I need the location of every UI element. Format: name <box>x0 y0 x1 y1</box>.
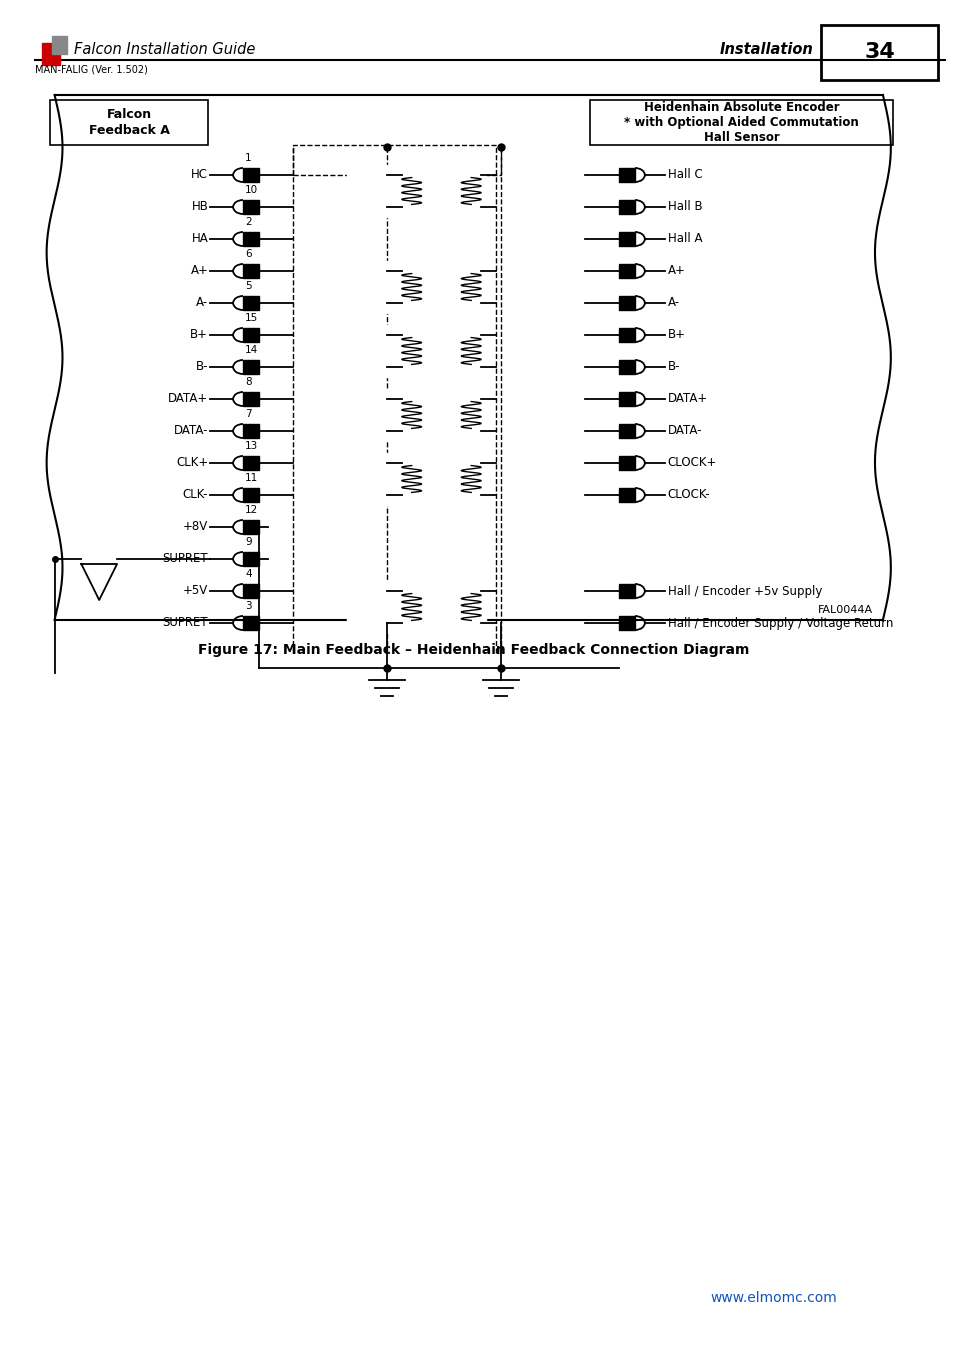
Bar <box>618 265 635 278</box>
Text: 10: 10 <box>245 185 258 194</box>
Bar <box>618 328 635 342</box>
Bar <box>50 100 208 144</box>
Bar <box>618 296 635 310</box>
Text: DATA+: DATA+ <box>667 393 707 405</box>
Text: Hall C: Hall C <box>667 169 701 181</box>
Bar <box>243 487 258 502</box>
Text: CLK+: CLK+ <box>176 456 208 470</box>
Text: 14: 14 <box>245 346 258 355</box>
Text: +5V: +5V <box>183 585 208 598</box>
Bar <box>618 487 635 502</box>
Text: Hall B: Hall B <box>667 201 701 213</box>
Text: 15: 15 <box>245 313 258 323</box>
Text: 11: 11 <box>245 472 258 483</box>
Bar <box>618 360 635 374</box>
Text: 9: 9 <box>245 537 252 547</box>
Text: 13: 13 <box>245 441 258 451</box>
Bar <box>590 100 892 144</box>
Bar <box>51 36 68 54</box>
Bar <box>243 167 258 182</box>
Text: Hall / Encoder +5v Supply: Hall / Encoder +5v Supply <box>667 585 821 598</box>
Bar <box>243 520 258 535</box>
Bar <box>618 424 635 437</box>
Text: 34: 34 <box>863 42 894 62</box>
Text: Falcon Installation Guide: Falcon Installation Guide <box>74 42 255 57</box>
Bar <box>347 389 486 441</box>
Bar <box>42 43 59 65</box>
Text: Figure 17: Main Feedback – Heidenhain Feedback Connection Diagram: Figure 17: Main Feedback – Heidenhain Fe… <box>197 643 748 657</box>
Text: Heidenhain Absolute Encoder
* with Optional Aided Commutation
Hall Sensor: Heidenhain Absolute Encoder * with Optio… <box>623 101 858 144</box>
Text: SUPRET: SUPRET <box>163 617 208 629</box>
Bar <box>243 232 258 246</box>
Bar <box>243 552 258 566</box>
Bar <box>243 296 258 310</box>
Text: CLK-: CLK- <box>183 489 208 501</box>
Bar <box>293 144 500 176</box>
Bar <box>243 616 258 630</box>
Text: SUPRET: SUPRET <box>163 552 208 566</box>
Text: B-: B- <box>667 360 679 374</box>
Bar <box>243 328 258 342</box>
Text: 2: 2 <box>245 217 252 227</box>
Text: FAL0044A: FAL0044A <box>817 605 872 616</box>
Text: MAN-FALIG (Ver. 1.502): MAN-FALIG (Ver. 1.502) <box>34 65 148 76</box>
Text: HC: HC <box>192 169 208 181</box>
Bar <box>618 585 635 598</box>
Bar <box>347 454 486 505</box>
Text: 4: 4 <box>245 568 252 579</box>
Bar <box>618 200 635 215</box>
Bar <box>618 616 635 630</box>
Text: 8: 8 <box>245 377 252 387</box>
Text: CLOCK+: CLOCK+ <box>667 456 717 470</box>
Text: Falcon
Feedback A: Falcon Feedback A <box>89 108 170 136</box>
Text: A-: A- <box>667 297 679 309</box>
Text: CLOCK-: CLOCK- <box>667 489 710 501</box>
Text: Installation: Installation <box>719 42 813 57</box>
Text: A-: A- <box>196 297 208 309</box>
Text: +8V: +8V <box>183 521 208 533</box>
Bar <box>243 392 258 406</box>
Text: DATA-: DATA- <box>667 424 701 437</box>
Text: 7: 7 <box>245 409 252 418</box>
Bar <box>618 392 635 406</box>
Text: 6: 6 <box>245 248 252 259</box>
Text: HB: HB <box>192 201 208 213</box>
Text: B-: B- <box>195 360 208 374</box>
Bar <box>347 261 486 313</box>
Bar <box>618 167 635 182</box>
Bar <box>243 360 258 374</box>
Text: www.elmomc.com: www.elmomc.com <box>710 1291 837 1305</box>
Text: DATA+: DATA+ <box>168 393 208 405</box>
Bar <box>243 265 258 278</box>
Bar <box>618 456 635 470</box>
Text: 12: 12 <box>245 505 258 514</box>
Text: A+: A+ <box>667 265 685 278</box>
Bar <box>618 232 635 246</box>
Bar <box>243 585 258 598</box>
Text: B+: B+ <box>191 328 208 342</box>
Text: DATA-: DATA- <box>173 424 208 437</box>
Bar <box>243 200 258 215</box>
Bar <box>347 165 486 217</box>
Text: A+: A+ <box>191 265 208 278</box>
Bar <box>243 456 258 470</box>
Bar <box>347 580 486 633</box>
Text: 5: 5 <box>245 281 252 292</box>
Text: HA: HA <box>192 232 208 246</box>
Bar <box>347 325 486 377</box>
Bar <box>243 424 258 437</box>
Text: 1: 1 <box>245 153 252 163</box>
Bar <box>821 26 938 80</box>
Text: Hall / Encoder Supply / Voltage Return: Hall / Encoder Supply / Voltage Return <box>667 617 892 629</box>
Text: B+: B+ <box>667 328 685 342</box>
Text: 3: 3 <box>245 601 252 612</box>
Text: Hall A: Hall A <box>667 232 701 246</box>
